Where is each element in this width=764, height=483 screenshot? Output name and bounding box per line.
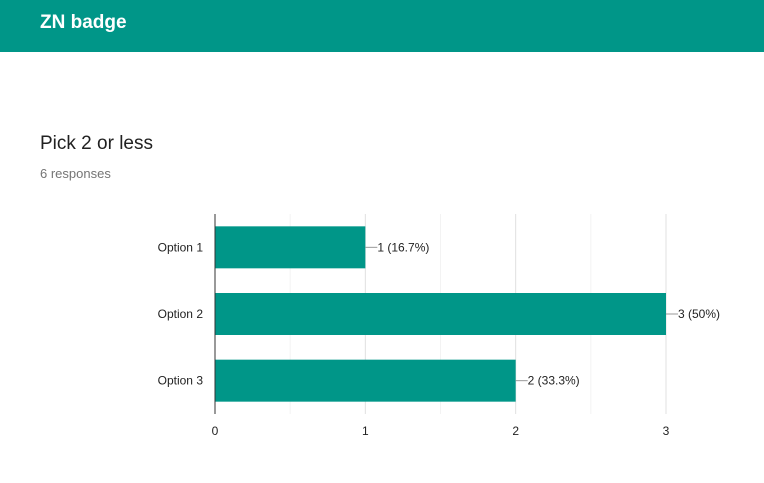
category-label: Option 2 (158, 307, 204, 321)
x-tick-label: 3 (663, 424, 670, 438)
bar (215, 293, 666, 335)
category-label: Option 3 (158, 374, 204, 388)
x-tick-label: 0 (212, 424, 219, 438)
category-label: Option 1 (158, 240, 204, 254)
data-label: 1 (16.7%) (377, 240, 429, 254)
bar (215, 359, 516, 402)
x-tick-label: 1 (362, 424, 369, 438)
question-title: Pick 2 or less (40, 133, 153, 154)
header-bar: ZN badge (0, 0, 764, 52)
x-tick-label: 2 (512, 424, 519, 438)
bar (215, 226, 366, 269)
response-count: 6 responses (40, 166, 111, 181)
form-title: ZN badge (40, 12, 127, 33)
data-label: 2 (33.3%) (528, 374, 580, 388)
data-label: 3 (50%) (678, 307, 720, 321)
